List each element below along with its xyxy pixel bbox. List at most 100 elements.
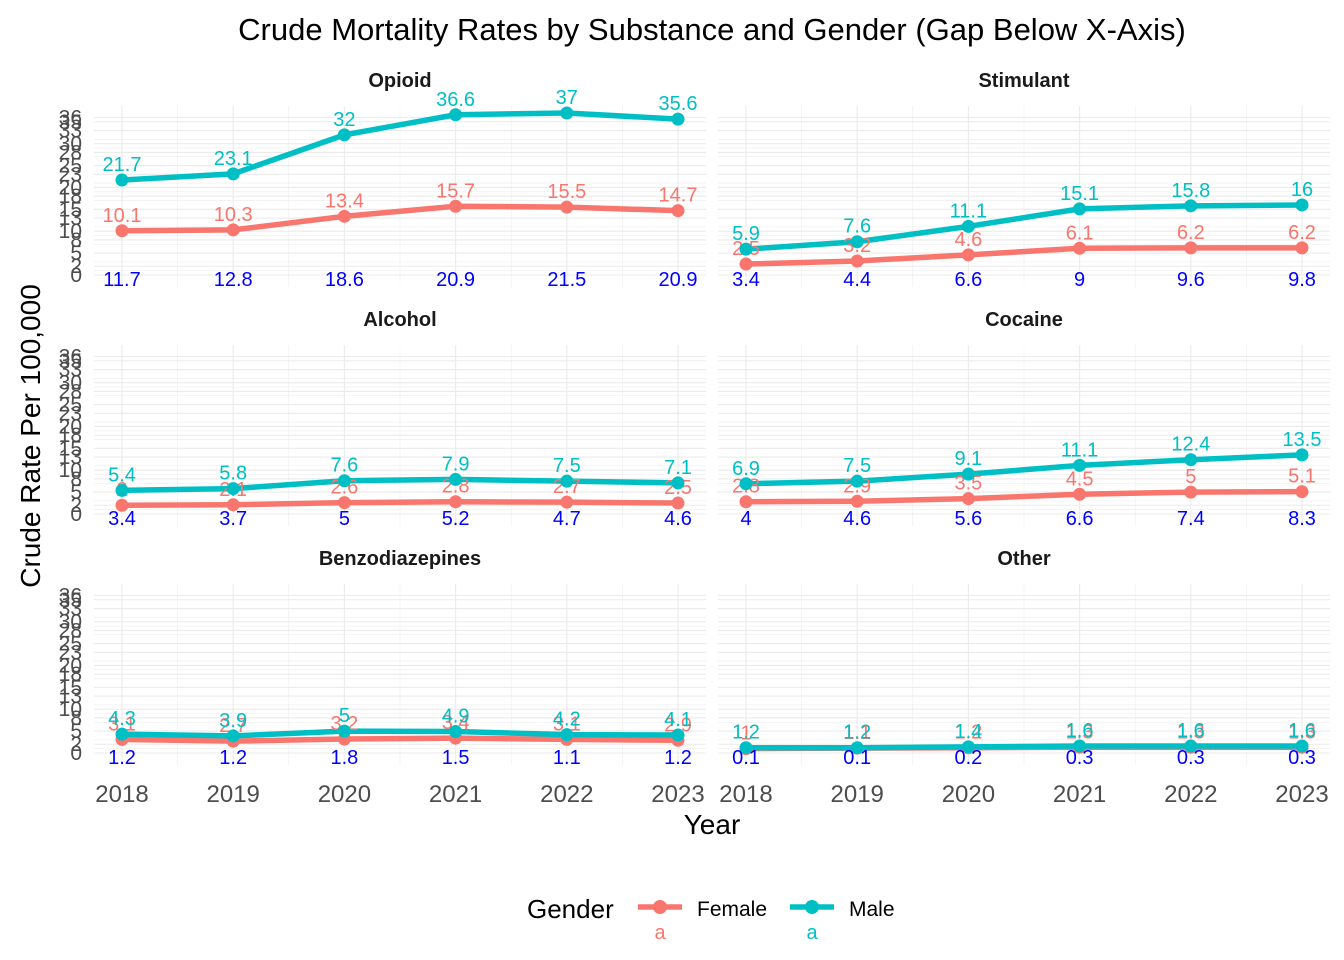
value-label-male: 4.9 (442, 706, 470, 728)
gap-label: 20.9 (659, 269, 698, 291)
gap-label: 4.7 (553, 508, 581, 530)
data-point-female (226, 498, 240, 512)
gap-label: 9 (1074, 269, 1085, 291)
value-label-female: 10.1 (103, 205, 142, 227)
gap-label: 5.2 (442, 508, 470, 530)
y-tick-label: 5 (70, 242, 82, 265)
data-point-male (671, 728, 685, 742)
y-tick-label: 33 (59, 359, 82, 382)
value-label-male: 5.8 (219, 463, 247, 485)
value-label-female: 1.1 (843, 722, 871, 744)
value-label-male: 7.1 (664, 457, 692, 479)
strip-label-cocaine: Cocaine (985, 309, 1063, 331)
gap-label: 4.6 (664, 508, 692, 530)
legend-entry-male: a Male (790, 898, 895, 944)
gap-label: 21.5 (547, 269, 586, 291)
y-tick-label: 13 (59, 685, 82, 708)
data-point-female (850, 494, 864, 508)
y-tick-label: 0 (70, 264, 82, 287)
x-tick-label: 2022 (1164, 781, 1217, 808)
series-line-male (119, 728, 681, 739)
value-label-male: 36.6 (436, 89, 475, 111)
gap-label: 5.6 (954, 508, 982, 530)
chart-title: Crude Mortality Rates by Substance and G… (238, 12, 1186, 47)
data-point-female (115, 224, 129, 238)
data-point-male (961, 740, 975, 754)
data-point-male (1073, 458, 1087, 472)
gap-label: 6.6 (954, 269, 982, 291)
y-tick-label: 36 (59, 106, 82, 129)
data-point-male (115, 173, 129, 187)
y-tick-label: 0 (70, 742, 82, 765)
value-label-male: 7.6 (330, 455, 358, 477)
value-label-male: 37 (556, 87, 578, 109)
value-label-male: 7.9 (442, 453, 470, 475)
gap-label: 4.4 (843, 269, 871, 291)
value-label-male: 5.4 (108, 464, 136, 486)
value-label-female: 3.1 (553, 713, 581, 735)
legend-entries: a Female a Male (638, 898, 895, 944)
value-label-male: 1.6 (1066, 720, 1094, 742)
y-tick-label: 35 (59, 589, 82, 612)
value-label-female: 6.1 (1066, 222, 1094, 244)
x-tick-label: 2020 (318, 781, 371, 808)
gap-label: 0.2 (954, 747, 982, 769)
gap-label: 3.4 (732, 269, 760, 291)
y-tick-label: 25 (59, 155, 82, 178)
value-label-male: 4.2 (553, 709, 581, 731)
series-line-male (119, 476, 681, 494)
gap-label: 3.4 (108, 508, 136, 530)
gap-label: 5 (339, 508, 350, 530)
gap-label: 1.2 (219, 747, 247, 769)
y-tick-label: 10 (59, 698, 82, 721)
data-point-male (850, 235, 864, 249)
strip-label-opioid: Opioid (368, 70, 431, 92)
series-line-male (743, 202, 1305, 252)
value-label-female: 1 (740, 723, 751, 745)
gap-label: 0.3 (1177, 747, 1205, 769)
y-tick-label: 25 (59, 394, 82, 417)
y-tick-label: 2 (70, 494, 82, 517)
x-tick-label: 2019 (207, 781, 260, 808)
data-point-male (337, 474, 351, 488)
value-label-female: 3.4 (442, 712, 470, 734)
y-tick-label: 28 (59, 141, 82, 164)
data-point-male (115, 727, 129, 741)
value-label-female: 15.7 (436, 180, 475, 202)
data-point-male (337, 128, 351, 142)
gap-label: 0.1 (843, 747, 871, 769)
legend-key-point (653, 900, 667, 914)
x-tick-label: 2018 (95, 781, 148, 808)
x-tick-label: 2022 (540, 781, 593, 808)
value-label-female: 1.2 (954, 722, 982, 744)
y-tick-label: 10 (59, 459, 82, 482)
data-point-male (961, 219, 975, 233)
gap-label: 9.8 (1288, 269, 1316, 291)
x-tick-label: 2023 (651, 781, 704, 808)
y-tick-label: 23 (59, 641, 82, 664)
value-label-male: 15.1 (1060, 183, 1099, 205)
value-label-female: 3.5 (954, 473, 982, 495)
data-point-male (449, 725, 463, 739)
gap-label: 3.7 (219, 508, 247, 530)
x-tick-label: 2018 (719, 781, 772, 808)
data-point-male (226, 482, 240, 496)
data-point-male (1073, 202, 1087, 216)
gap-label: 0.3 (1288, 747, 1316, 769)
gap-label: 1.1 (553, 747, 581, 769)
value-label-female: 1.3 (1177, 721, 1205, 743)
data-point-male (1295, 448, 1309, 462)
data-point-female (449, 495, 463, 509)
data-point-male (671, 476, 685, 490)
data-point-female (739, 257, 753, 271)
data-point-male (1295, 198, 1309, 212)
value-label-male: 1.2 (843, 722, 871, 744)
data-point-male (739, 741, 753, 755)
data-point-male (560, 728, 574, 742)
data-point-female (560, 495, 574, 509)
data-point-female (226, 223, 240, 237)
value-label-male: 11.1 (950, 200, 987, 222)
y-tick-label: 36 (59, 345, 82, 368)
